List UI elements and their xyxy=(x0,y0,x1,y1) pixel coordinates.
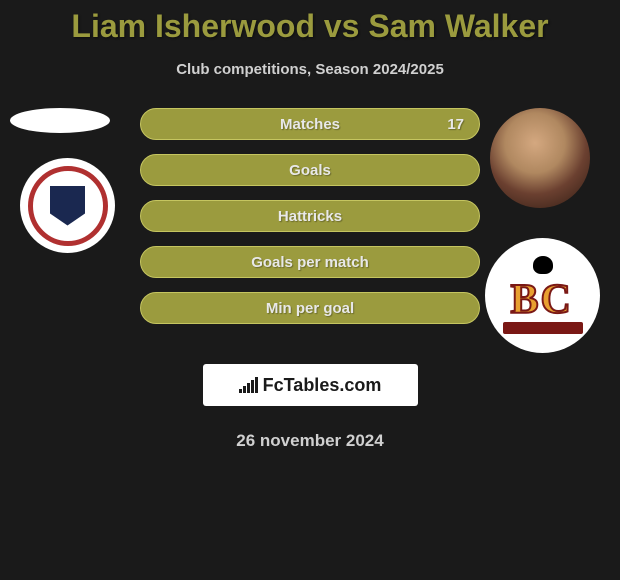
stat-bar-matches: Matches 17 xyxy=(140,108,480,140)
season-subtitle: Club competitions, Season 2024/2025 xyxy=(0,61,620,78)
stat-label: Min per goal xyxy=(266,300,354,317)
stat-bar-goals: Goals xyxy=(140,154,480,186)
brand-name: FcTables.com xyxy=(263,375,382,396)
player-left-avatar xyxy=(10,108,110,133)
stat-label: Goals xyxy=(289,162,331,179)
stat-bar-goals-per-match: Goals per match xyxy=(140,246,480,278)
comparison-title: Liam Isherwood vs Sam Walker xyxy=(0,0,620,45)
brand-box: FcTables.com xyxy=(203,364,418,406)
bar-chart-icon xyxy=(239,377,259,393)
stat-value-right: 17 xyxy=(447,116,464,133)
stats-bars: Matches 17 Goals Hattricks Goals per mat… xyxy=(140,108,480,324)
club-right-crest: B C xyxy=(485,238,600,353)
stat-bar-min-per-goal: Min per goal xyxy=(140,292,480,324)
player-right-avatar xyxy=(490,108,590,208)
stat-label: Matches xyxy=(280,116,340,133)
stat-label: Goals per match xyxy=(251,254,369,271)
content-area: B C Matches 17 Goals Hattricks Goals per… xyxy=(0,108,620,451)
club-left-crest xyxy=(20,158,115,253)
stat-bar-hattricks: Hattricks xyxy=(140,200,480,232)
date-label: 26 november 2024 xyxy=(0,431,620,451)
stat-label: Hattricks xyxy=(278,208,342,225)
